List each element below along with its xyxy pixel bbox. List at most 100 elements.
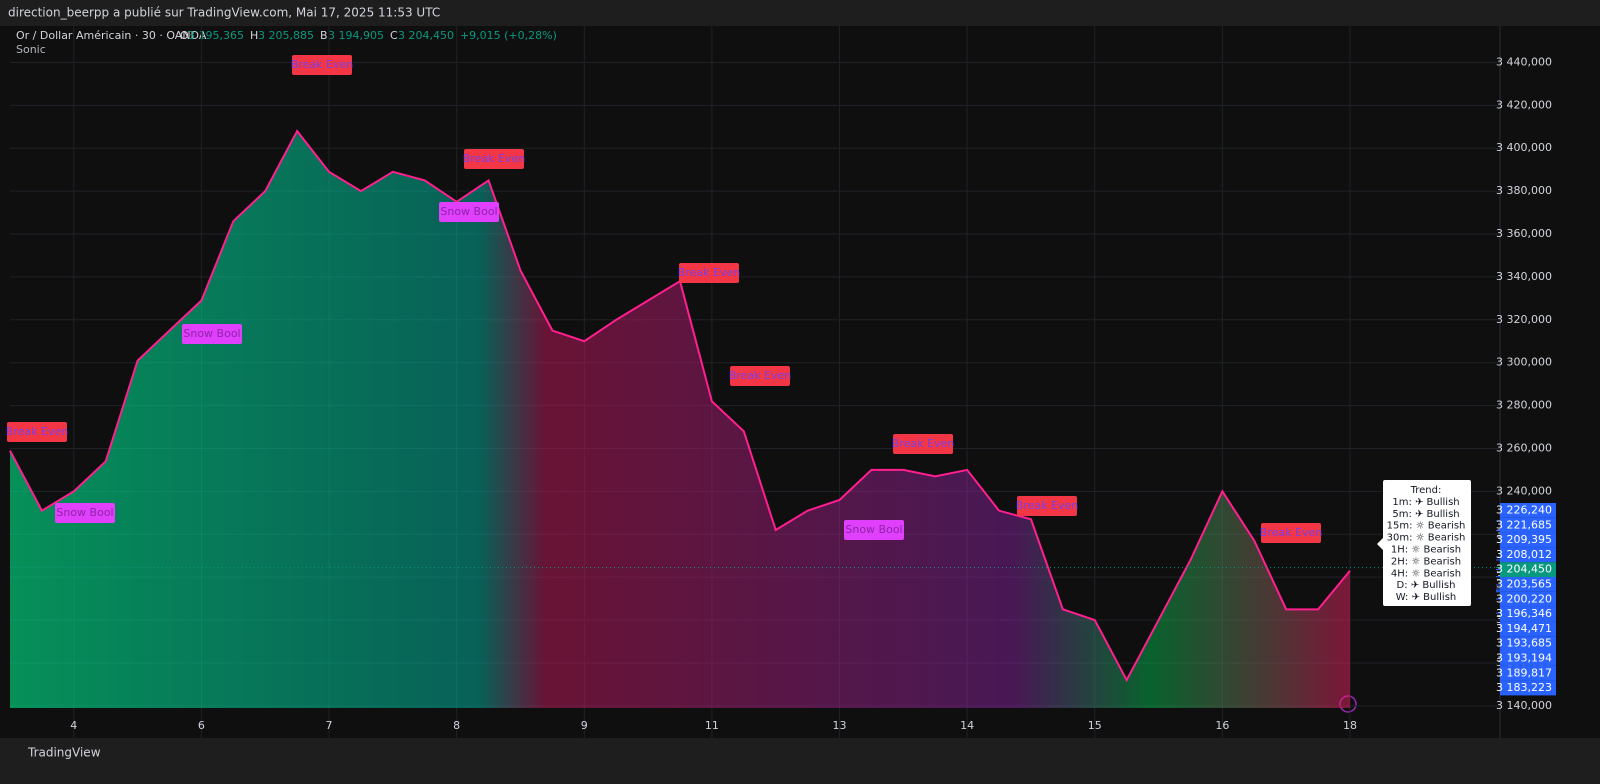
ohlc-key: O — [180, 29, 189, 42]
ohlc-key: B — [320, 29, 328, 42]
annotation-box — [182, 324, 242, 344]
annotation-box — [464, 149, 524, 169]
annotation: Break Even — [892, 437, 954, 450]
y-tick-label: 3 260,000 — [1496, 441, 1552, 454]
y-tick-label: 3 440,000 — [1496, 55, 1552, 68]
annotation: Break Even — [678, 266, 740, 279]
price-label: 3 196,346 — [1496, 607, 1552, 620]
y-tick-label: 3 320,000 — [1496, 313, 1552, 326]
annotation: Snow Bool — [56, 506, 113, 519]
ohlc-value: 3 195,365 — [188, 29, 244, 42]
price-label: 3 194,471 — [1496, 622, 1552, 635]
ohlc-value: 3 194,905 — [328, 29, 384, 42]
y-tick-label: 3 400,000 — [1496, 141, 1552, 154]
price-label-box — [1500, 577, 1556, 592]
trend-box — [1383, 480, 1471, 606]
trend-row: 4H: ☼ Bearish — [1391, 568, 1461, 579]
annotation-box — [844, 520, 904, 540]
price-label-box — [1500, 636, 1556, 651]
footer: TradingView — [27, 746, 101, 760]
annotation-box — [439, 202, 499, 222]
price-label: 3 200,220 — [1496, 592, 1552, 605]
annotation: Snow Bool — [845, 523, 902, 536]
price-label-box — [1500, 680, 1556, 696]
ohlc-value: 3 205,885 — [258, 29, 314, 42]
annotation: Snow Bool — [440, 205, 497, 218]
y-tick-label: 3 360,000 — [1496, 227, 1552, 240]
y-tick-label: 3 140,000 — [1496, 699, 1552, 712]
ohlc-key: C — [390, 29, 398, 42]
x-tick-label: 8 — [453, 719, 460, 732]
trend-row: 1H: ☼ Bearish — [1391, 545, 1461, 556]
change: +9,015 (+0,28%) — [460, 29, 557, 42]
y-tick-label: 3 300,000 — [1496, 356, 1552, 369]
annotation: Break Even — [291, 58, 353, 71]
annotation-box — [893, 434, 953, 454]
annotation: Break Even — [1260, 526, 1322, 539]
y-tick-label: 3 420,000 — [1496, 98, 1552, 111]
price-label-box — [1500, 517, 1556, 533]
y-tick-label: 3 280,000 — [1496, 399, 1552, 412]
trend-row: Trend: — [1410, 485, 1442, 496]
annotation-box — [1017, 496, 1077, 516]
annotation: Break Even — [463, 152, 525, 165]
price-label-box — [1500, 621, 1556, 637]
x-tick-label: 4 — [70, 719, 77, 732]
annotation-box — [55, 503, 115, 523]
trend-row: 15m: ☼ Bearish — [1387, 521, 1466, 532]
trend-row: 5m: ✈ Bullish — [1392, 509, 1459, 520]
price-label-box — [1500, 606, 1556, 622]
x-tick-label: 13 — [833, 719, 847, 732]
price-label: 3 193,685 — [1496, 637, 1552, 650]
annotation-box — [292, 55, 352, 75]
price-label-box — [1500, 532, 1556, 548]
x-tick-label: 6 — [198, 719, 205, 732]
price-label: 3 204,450 — [1496, 563, 1552, 576]
x-tick-label: 7 — [326, 719, 333, 732]
annotation: Break Even — [6, 425, 68, 438]
price-label: 3 226,240 — [1496, 504, 1552, 517]
price-label: 3 208,012 — [1496, 548, 1552, 561]
trend-row: W: ✈ Bullish — [1396, 592, 1457, 603]
price-label: 3 183,223 — [1496, 681, 1552, 694]
price-label-box — [1500, 562, 1556, 577]
x-tick-label: 15 — [1088, 719, 1102, 732]
publisher: direction_beerpp a publié sur TradingVie… — [8, 6, 440, 20]
y-tick-label: 3 340,000 — [1496, 270, 1552, 283]
price-label-box — [1500, 651, 1556, 666]
bottom-bar — [0, 738, 1600, 784]
x-tick-label: 11 — [705, 719, 719, 732]
price-label: 3 221,685 — [1496, 518, 1552, 531]
annotation-box — [1261, 523, 1321, 543]
symbol: Or / Dollar Américain · 30 · OANDA — [16, 29, 207, 42]
x-tick-label: 9 — [581, 719, 588, 732]
annotation: Break Even — [729, 369, 791, 382]
trend-pointer — [1377, 538, 1383, 550]
price-label-box — [1500, 547, 1556, 563]
ohlc-key: H — [250, 29, 258, 42]
price-label: 3 209,395 — [1496, 533, 1552, 546]
y-tick-label: 3 240,000 — [1496, 484, 1552, 497]
indicator: Sonic — [16, 43, 46, 56]
x-tick-label: 16 — [1215, 719, 1229, 732]
annotation: Break Even — [1016, 499, 1078, 512]
price-label-box — [1500, 665, 1556, 681]
area — [10, 131, 1350, 708]
x-tick-label: 14 — [960, 719, 974, 732]
annotation-box — [679, 263, 739, 283]
price-label: 3 203,565 — [1496, 578, 1552, 591]
x-tick-label: 18 — [1343, 719, 1357, 732]
price-label-box — [1500, 503, 1556, 518]
trend-row: 30m: ☼ Bearish — [1387, 533, 1466, 544]
price-label: 3 189,817 — [1496, 666, 1552, 679]
annotation: Snow Bool — [183, 327, 240, 340]
top-bar — [0, 0, 1600, 26]
trend-row: D: ✈ Bullish — [1397, 580, 1456, 591]
trend-row: 2H: ☼ Bearish — [1391, 556, 1461, 567]
annotation-box — [7, 422, 67, 442]
trend-row: 1m: ✈ Bullish — [1392, 497, 1459, 508]
ohlc-value: 3 204,450 — [398, 29, 454, 42]
y-tick-label: 3 380,000 — [1496, 184, 1552, 197]
